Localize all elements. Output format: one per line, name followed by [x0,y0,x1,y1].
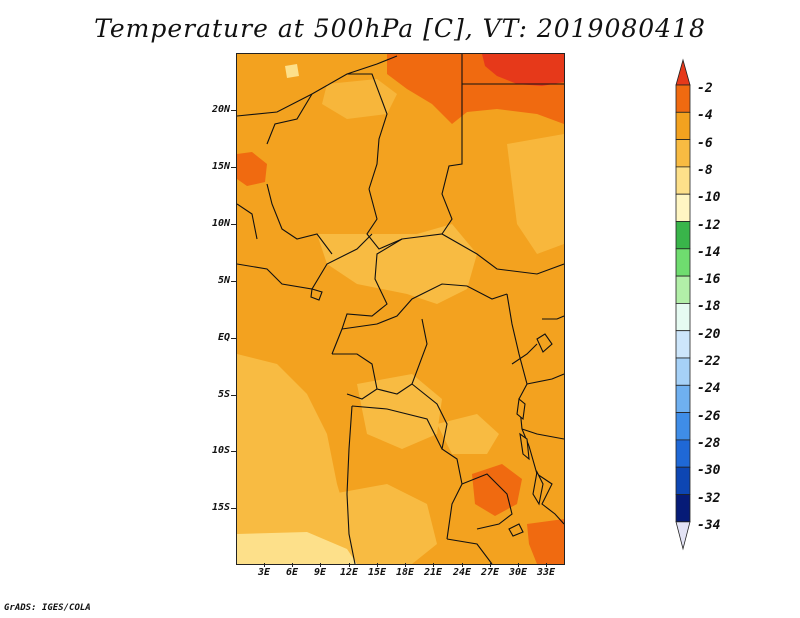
colorbar-swatch [675,139,691,168]
lon-label-33e: 33E [536,567,556,578]
colorbar-label: -8 [697,163,713,178]
lon-tick [546,563,547,567]
colorbar-swatch [675,521,691,551]
colorbar-label: -18 [697,299,721,314]
colorbar-label: -16 [697,272,721,287]
colorbar-swatch [675,84,691,113]
colorbar-label: -20 [697,327,721,342]
colorbar-label: -6 [697,136,713,151]
colorbar-swatch [675,111,691,140]
lon-label-30e: 30E [508,567,528,578]
colorbar-label: -14 [697,245,721,260]
colorbar-swatch [675,466,691,495]
lat-tick [231,338,236,339]
colorbar-swatch [675,58,691,86]
lon-label-9e: 9E [313,567,327,578]
lat-label-5n: 5N [217,275,230,286]
colorbar-swatch [675,221,691,250]
lat-label-5s: 5S [217,389,230,400]
lon-label-21e: 21E [423,567,443,578]
colorbar-swatch [675,357,691,386]
colorbar-swatch [675,166,691,195]
colorbar-swatch [675,384,691,413]
lat-label-20n: 20N [211,104,230,115]
map-title: Temperature at 500hPa [C], VT: 201908041… [94,14,706,43]
lat-tick [231,224,236,225]
lon-tick [377,563,378,567]
colorbar-label: -12 [697,218,721,233]
temperature-map [236,53,565,565]
lat-tick [231,281,236,282]
colorbar [675,58,691,551]
lon-label-15e: 15E [367,567,387,578]
lon-label-12e: 12E [339,567,359,578]
lat-tick [231,167,236,168]
colorbar-swatch [675,494,691,523]
colorbar-label: -26 [697,409,721,424]
lat-label-eq: EQ [217,332,230,343]
lon-label-24e: 24E [452,567,472,578]
lon-tick [405,563,406,567]
lat-label-15s: 15S [211,502,230,513]
temperature-field [237,54,564,564]
colorbar-label: -32 [697,491,721,506]
lon-label-18e: 18E [395,567,415,578]
lon-tick [292,563,293,567]
colorbar-label: -4 [697,108,713,123]
lat-label-10s: 10S [211,445,230,456]
lon-label-6e: 6E [285,567,299,578]
colorbar-label: -22 [697,354,721,369]
colorbar-label: -30 [697,463,721,478]
lon-tick [490,563,491,567]
colorbar-label: -28 [697,436,721,451]
colorbar-swatch [675,439,691,468]
colorbar-swatch [675,302,691,332]
lon-tick [349,563,350,567]
colorbar-label: -2 [697,81,713,96]
lon-tick [433,563,434,567]
lat-tick [231,110,236,111]
lat-tick [231,508,236,509]
lon-tick [320,563,321,567]
colorbar-swatch [675,275,691,304]
lat-label-15n: 15N [211,161,230,172]
colorbar-label: -34 [697,518,721,533]
lat-label-10n: 10N [211,218,230,229]
colorbar-swatch [675,412,691,441]
colorbar-label: -24 [697,381,721,396]
colorbar-swatch [675,248,691,277]
grads-credit: GrADS: IGES/COLA [4,603,91,613]
lon-tick [462,563,463,567]
colorbar-swatch [675,330,691,359]
colorbar-swatch [675,193,691,222]
lon-label-3e: 3E [257,567,271,578]
colorbar-label: -10 [697,190,721,205]
lon-tick [518,563,519,567]
lon-tick [264,563,265,567]
lon-label-27e: 27E [480,567,500,578]
lat-tick [231,395,236,396]
lat-tick [231,451,236,452]
